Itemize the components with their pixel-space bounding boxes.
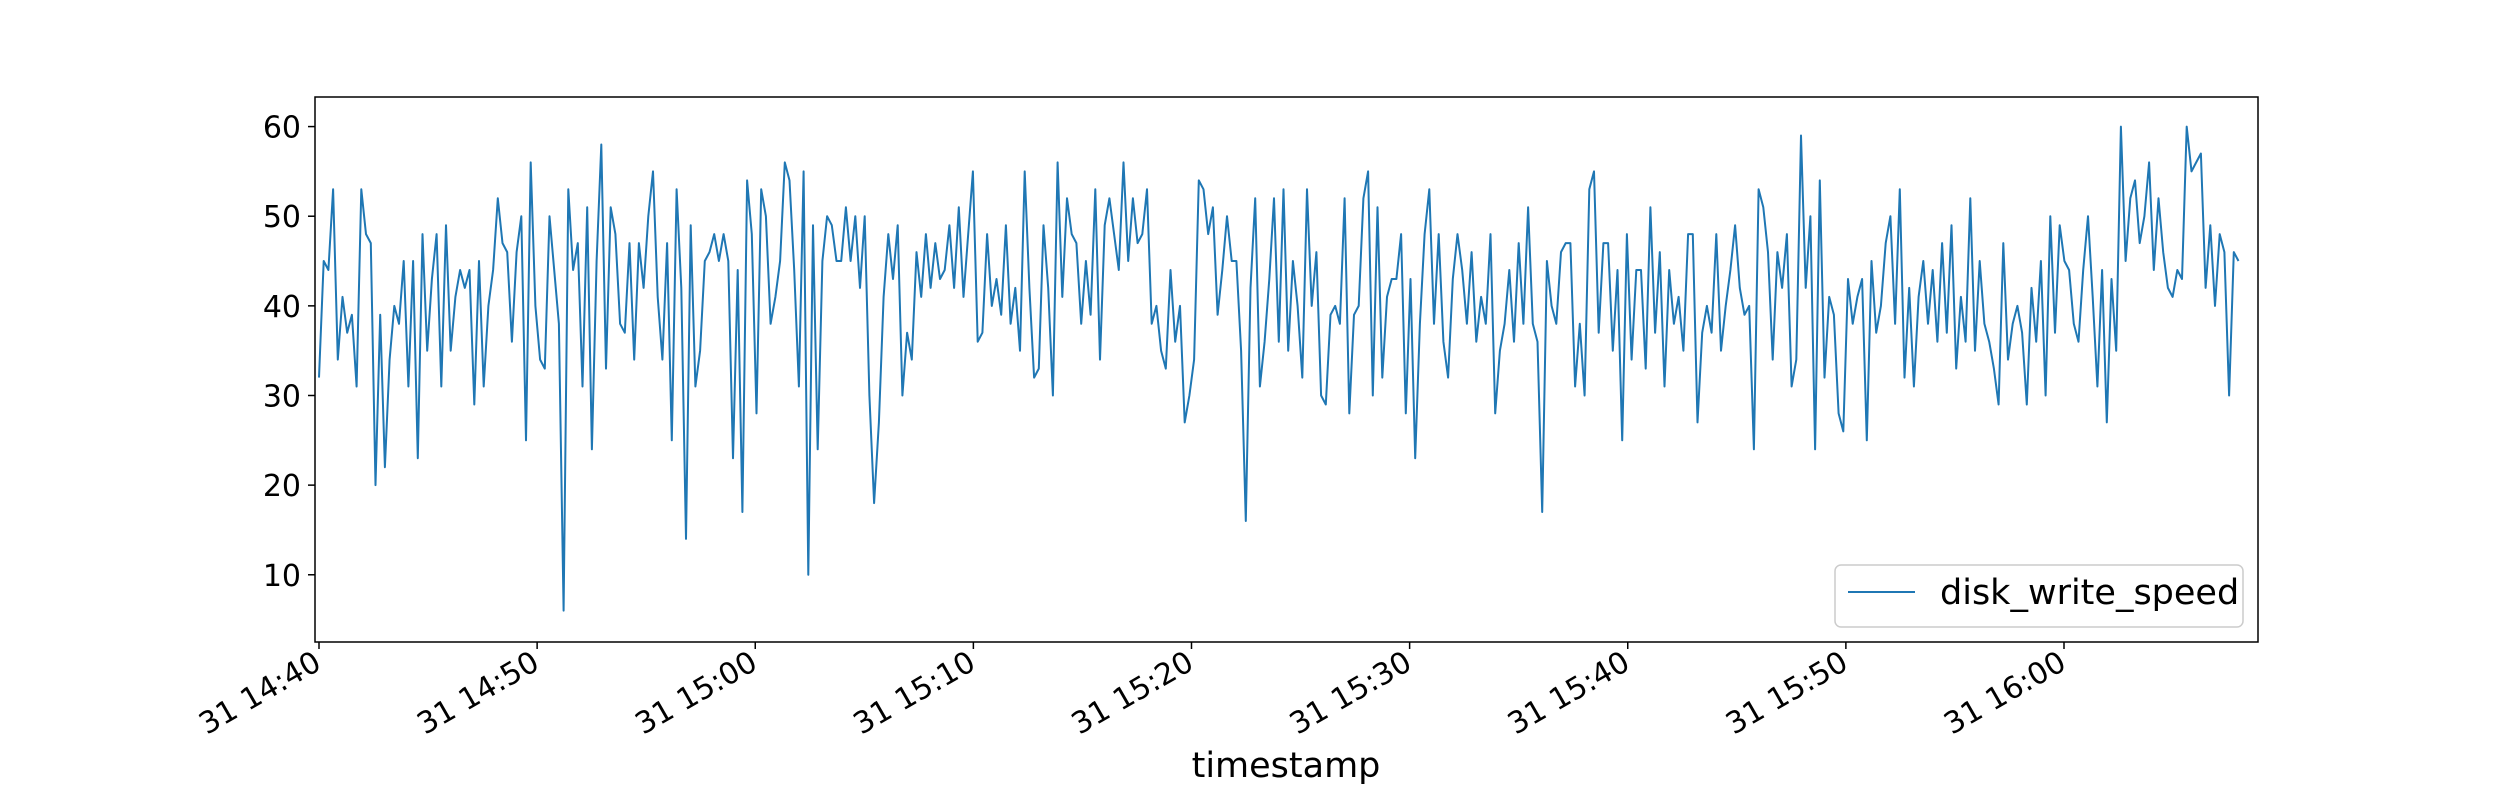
y-tick-label: 30 bbox=[263, 379, 301, 414]
legend-box bbox=[1834, 564, 2244, 628]
series-line-disk-write-speed bbox=[318, 125, 2240, 612]
y-tick-label: 10 bbox=[263, 559, 301, 594]
x-axis-title: timestamp bbox=[1192, 746, 1381, 786]
y-tick-label: 20 bbox=[263, 469, 301, 504]
axes-frame bbox=[314, 96, 2259, 643]
y-tick-label: 40 bbox=[263, 290, 301, 325]
y-tick-label: 50 bbox=[263, 200, 301, 235]
y-axis: 10 20 30 40 50 60 bbox=[263, 111, 315, 594]
y-tick-label: 60 bbox=[263, 111, 301, 146]
legend: disk_write_speed bbox=[1834, 564, 2244, 628]
plot-area bbox=[318, 125, 2240, 612]
legend-label-disk-write-speed: disk_write_speed bbox=[1940, 573, 2239, 613]
